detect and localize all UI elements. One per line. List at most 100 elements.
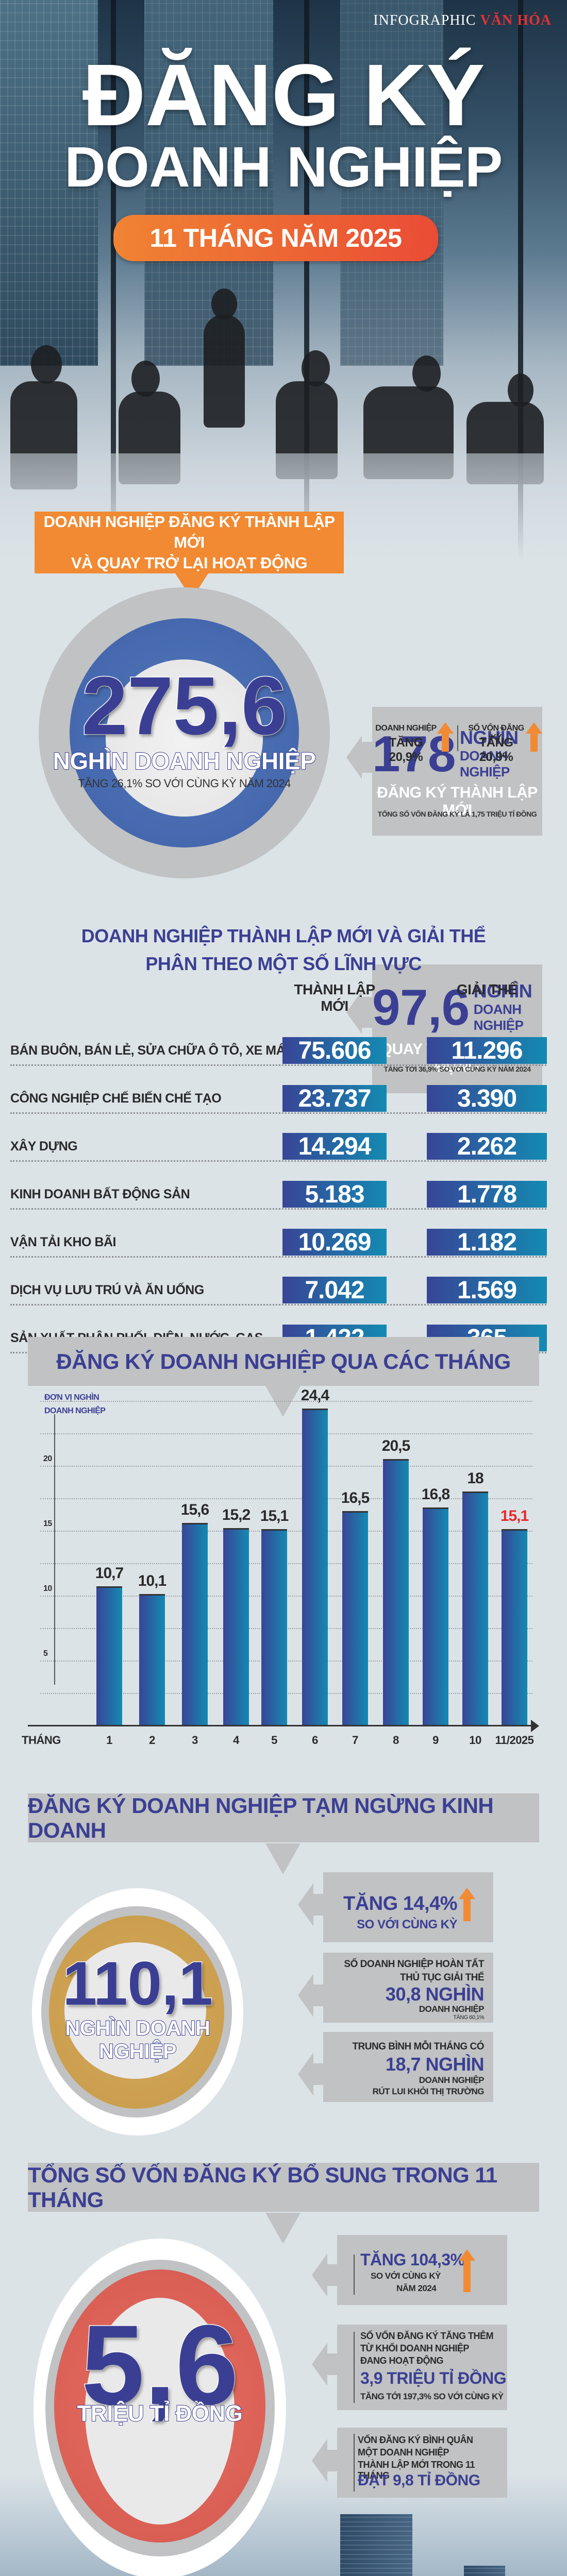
dissolved-count-cell: 3.390 [427,1085,547,1112]
returning-enterprises-value: 97,6 [372,978,470,1036]
growth-enterprises-label: DOANH NGHIỆP [375,724,437,733]
sector-label: DỊCH VỤ LƯU TRÚ VÀ ĂN UỐNG [10,1283,204,1297]
down-arrow-icon [265,2213,301,2244]
total-registered-growth: TĂNG 26,1% SO VỚI CÙNG KỲ NĂM 2024 [78,777,291,790]
left-arrow-stem [361,997,374,1028]
dissolved-count-cell: 1.182 [427,1229,547,1256]
x-tick-label: 1 [106,1734,112,1747]
left-arrow-icon [298,1883,313,1926]
window-frame [518,0,523,562]
left-arrow-icon [346,991,362,1034]
dissolved-count-cell: 1.569 [427,1277,547,1304]
growth-capital-label: SỐ VỐN ĐĂNG KÝ [468,724,524,742]
x-tick-label: 3 [192,1734,198,1747]
stat-box-suspension-growth: TĂNG 14,4% SO VỚI CÙNG KỲ [323,1872,493,1942]
building-image [144,0,273,366]
capital-banner: TỔNG SỐ VỐN ĐĂNG KÝ BỔ SUNG TRONG 11 THÁ… [28,2163,539,2212]
bar-value-label: 24,4 [301,1387,329,1404]
stat-box-monthly-exit: TRUNG BÌNH MỖI THÁNG CÓ 18,7 NGHÌN DOANH… [323,2032,493,2102]
sector-label: BÁN BUÔN, BÁN LẺ, SỬA CHỮA Ô TÔ, XE MÁY [10,1043,294,1058]
bar-month-2 [139,1594,165,1725]
up-arrow-stem [530,733,538,752]
stat-box-dissolved: SỐ DOANH NGHIỆP HOÀN TẤT THỦ TỤC GIẢI TH… [323,1953,493,2023]
up-arrow-stem [463,2260,471,2292]
x-tick-label: 9 [432,1734,439,1747]
up-arrow-icon [437,722,454,734]
growth-enterprises-value: TĂNG 20,9% [389,736,424,764]
page-subtitle: DOANH NGHIỆP [64,135,503,199]
total-registered-unit: NGHÌN DOANH NGHIỆP [53,747,316,775]
row-divider [10,1304,546,1306]
left-arrow-icon [346,736,362,779]
suspension-banner: ĐĂNG KÝ DOANH NGHIỆP TẠM NGỪNG KINH DOAN… [28,1793,539,1842]
up-arrow-stem [463,1899,471,1921]
row-divider [10,1208,546,1210]
up-arrow-icon [459,1888,475,1899]
period-badge: 11 THÁNG NĂM 2025 [113,215,438,261]
bar-value-label: 16,8 [421,1485,450,1503]
new-enterprises-note: TỔNG SỐ VỐN ĐĂNG KÝ LÀ 1,75 TRIỆU TỈ ĐỒN… [377,810,537,818]
row-divider [10,1160,546,1162]
x-tick-label: 2 [149,1734,155,1747]
building-image [0,0,98,366]
new-count-cell: 23.737 [282,1085,387,1112]
circle-inner [106,659,263,817]
building-image [340,0,443,366]
row-divider [10,1112,546,1114]
chart-x-axis [28,1725,533,1726]
row-divider [10,1256,546,1258]
bar-month-9 [423,1507,448,1725]
stat-box-returning-enterprises: 97,6 NGHÌN DOANH NGHIỆP QUAY TRỞ LẠI HOẠ… [372,964,542,1093]
bar-month-6 [302,1409,328,1725]
x-tick-label: 8 [393,1734,399,1747]
chart-unit-label: ĐƠN VỊ NGHÌN DOANH NGHIỆP [44,1393,106,1415]
x-tick-label: 10 [469,1734,481,1747]
x-axis-label: THÁNG [22,1734,61,1747]
bar-value-label: 20,5 [381,1437,410,1455]
bar-month-3 [182,1522,208,1725]
bar-month-4 [223,1528,249,1725]
window-frame [111,0,116,562]
bar-value-label: 15,6 [180,1501,209,1518]
y-tick-label: 20 [43,1454,52,1463]
additional-capital-value: 5,6 [80,2301,239,2428]
y-tick-label: 15 [43,1519,52,1528]
axis-arrow-icon [531,1720,539,1732]
circle-inner [85,2298,235,2524]
row-divider [10,1064,546,1066]
bar-month-7 [342,1511,368,1725]
x-tick-label: 7 [352,1734,358,1747]
bar-value-label: 10,1 [138,1572,166,1590]
sector-label: KINH DOANH BẤT ĐỘNG SẢN [10,1187,190,1201]
sector-label: XÂY DỰNG [10,1139,78,1154]
column-header-dissolved: GIẢI THỂ [456,981,518,997]
left-arrow-icon [298,1974,313,2017]
new-count-cell: 14.294 [282,1133,387,1160]
chart-y-axis [54,1414,55,1685]
bar-value-label: 18 [467,1470,483,1487]
gridline [40,1401,532,1402]
up-arrow-icon [526,722,542,734]
new-count-cell: 7.042 [282,1277,387,1304]
gridline [40,1433,532,1434]
page-title: ĐĂNG KÝ [82,46,485,144]
dissolved-count-cell: 1.778 [427,1181,547,1208]
bar-month-10 [462,1492,488,1725]
left-arrow-icon [298,2053,313,2096]
x-tick-label: 11/2025 [495,1734,534,1747]
circle-inner [64,1942,206,2079]
left-arrow-stem [361,742,374,773]
left-arrow-icon [312,2343,327,2386]
x-tick-label: 4 [233,1734,239,1747]
additional-capital-unit: TRIỆU TỈ ĐỒNG [76,2400,243,2427]
sector-label: CÔNG NGHIỆP CHẾ BIẾN CHẾ TẠO [10,1091,222,1106]
total-registered-value: 275,6 [81,659,288,752]
x-tick-label: 5 [271,1734,277,1747]
column-header-new: THÀNH LẬP MỚI [294,981,375,1014]
new-count-cell: 75.606 [282,1037,387,1064]
gridline [40,1466,532,1467]
bar-value-label: 15,1 [260,1507,289,1525]
down-arrow-icon [265,1843,301,1874]
bar-value-label: 16,5 [341,1489,370,1507]
chart-banner: ĐĂNG KÝ DOANH NGHIỆP QUA CÁC THÁNG [28,1337,539,1386]
